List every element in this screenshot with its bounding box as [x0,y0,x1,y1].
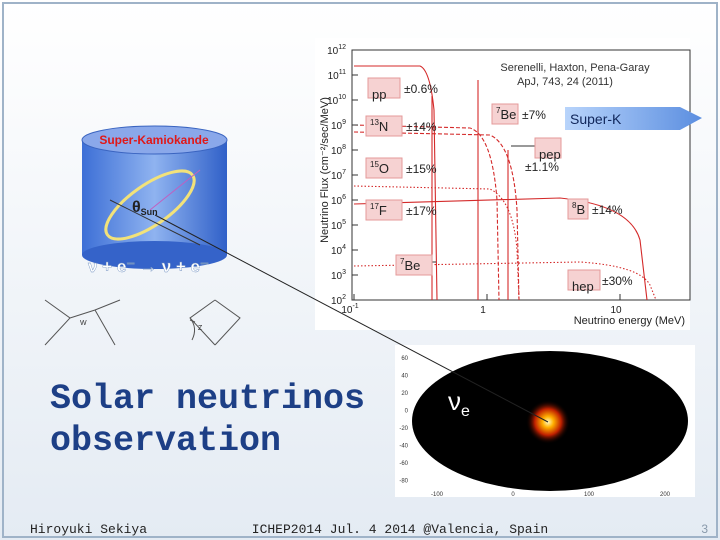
page-number: 3 [701,522,708,536]
uncertainty: ±15% [406,162,437,176]
y-tick-label: 1011 [328,69,346,82]
angle-label: θSun [132,199,158,217]
skymap-y-tick: 60 [401,356,408,362]
source-label: 17F [370,202,387,218]
skymap-x-tick: 100 [584,492,595,498]
citation: Serenelli, Haxton, Pena-Garay [500,62,650,74]
skymap-x-tick: -100 [431,492,444,498]
super-k-arrow [565,107,702,130]
feynman-label: W [80,320,87,327]
source-label: 15O [370,160,389,176]
uncertainty: ±14% [592,203,623,217]
skymap: νe [395,345,695,497]
direction-line [154,214,549,423]
footer-author: Hiroyuki Sekiya [30,522,147,537]
label-box [365,199,403,221]
uncertainty: ±14% [406,120,437,134]
y-tick-label: 102 [331,294,346,307]
skymap-y-tick: -80 [399,479,408,485]
label-box [567,198,589,220]
title: observation [50,421,281,461]
y-tick-label: 105 [331,219,346,232]
uncertainty: ±17% [406,204,437,218]
skymap-y-tick: -20 [399,426,408,432]
source-label: hep [572,279,594,294]
label-box [365,157,403,179]
y-tick-label: 1012 [327,44,346,57]
skymap-y-tick: 0 [405,409,409,415]
y-tick-label: 104 [331,244,346,257]
detector-name: Super-Kamiokande [99,133,209,147]
label-box [367,77,401,99]
source-label: 13N [370,118,388,134]
detector: Super-Kamiokande θSun ν + e⁻ → ν + e⁻ [81,125,228,276]
x-axis-label: Neutrino energy (MeV) [574,315,685,327]
y-tick-label: 106 [331,194,346,207]
source-label: 8B [572,201,585,217]
label-box [491,103,519,125]
y-tick-label: 1010 [327,94,346,107]
skymap-y-tick: 40 [401,374,408,380]
source-label: pep [539,147,561,162]
uncertainty: ±30% [602,274,633,288]
uncertainty: ±7% [522,108,546,122]
label-box [534,137,562,159]
skymap-y-tick: 20 [401,391,408,397]
source-label: 7Be [400,257,420,273]
reaction: ν + e⁻ → ν + e⁻ [88,257,209,276]
footer-event: ICHEP2014 Jul. 4 2014 @Valencia, Spain [252,522,548,537]
skymap-y-tick: -60 [399,461,408,467]
citation: ApJ, 743, 24 (2011) [517,76,613,88]
y-axis-label: Neutrino Flux (cm⁻²/sec/MeV) [319,97,331,243]
x-tick-label: 1 [480,305,486,316]
y-tick-label: 109 [331,119,346,132]
feynman-label: Z [198,325,203,332]
arrow-label: Super-K [570,111,622,127]
title: Solar neutrinos [50,379,365,419]
skymap-x-tick: 0 [511,492,515,498]
x-tick-label: 10 [610,305,622,316]
feynman-diagrams: W Z [44,299,241,346]
label-box [395,254,433,276]
y-tick-label: 103 [331,269,346,282]
skymap-x-tick: 200 [660,492,671,498]
y-tick-label: 108 [331,144,346,157]
uncertainty: ±0.6% [404,82,438,96]
y-tick-label: 107 [331,169,346,182]
skymap-label: νe [448,386,470,420]
label-box [567,269,601,291]
x-tick-label: 10-1 [341,303,358,316]
label-box [365,115,403,137]
skymap-y-tick: -40 [399,444,408,450]
source-label: pp [372,87,386,102]
source-label: 7Be [496,106,516,122]
uncertainty: ±1.1% [525,160,559,174]
